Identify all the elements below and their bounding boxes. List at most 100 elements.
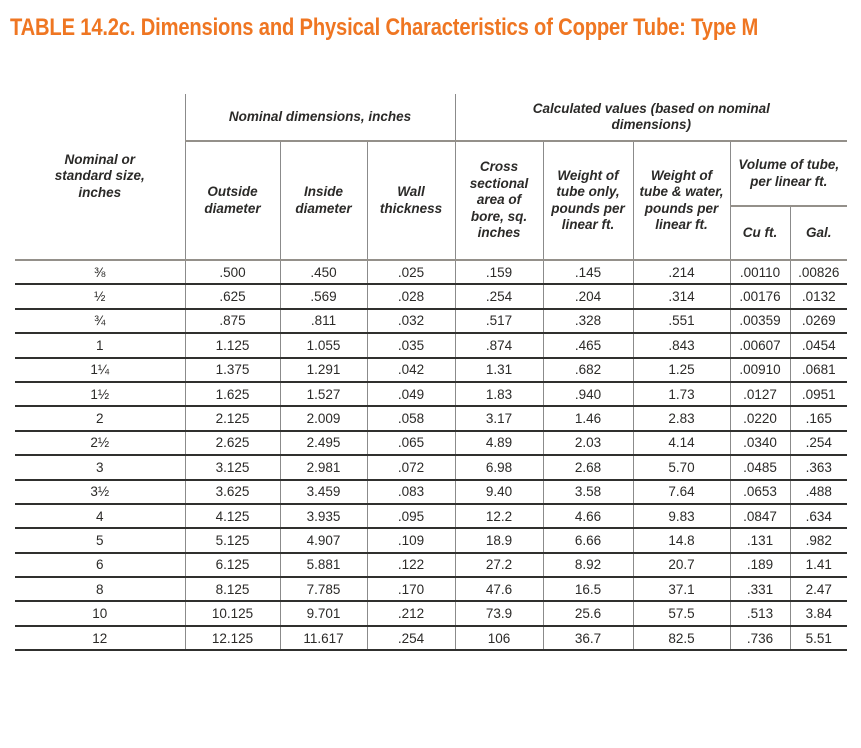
value-cell: 20.7 [633,552,731,579]
value-cell: 36.7 [543,625,634,652]
value-cell: 73.9 [455,601,544,627]
table-row: 8 8.125 7.785.170 47.6 16.5 37.1.331 2.47 [15,577,848,603]
value-cell: .0340 [730,430,791,457]
value-cell: .874 [455,333,544,359]
value-cell: 1.25 [633,357,731,383]
value-cell: 7.785 [280,577,368,603]
header-gal: Gal. [806,224,832,240]
value-cell: 3.935 [280,503,368,530]
value-cell: 3.125 [185,455,281,481]
value-cell: 82.5 [633,625,731,652]
header-outside-diameter: Outside diameter [185,141,281,260]
size-cell: ⅜ [15,258,186,286]
value-cell: .843 [633,333,731,359]
value-cell: 6.125 [185,552,281,579]
header-group-nominal: Nominal dimensions, inches [185,94,456,142]
value-cell: 4.125 [185,503,281,530]
value-cell: 2.83 [633,406,731,432]
table-row: 2½ 2.625 2.495.065 4.89 2.03 4.14.0340.254 [15,430,848,457]
value-cell: 106 [455,625,544,652]
header-size-label: Nominal or standard size, inches [54,151,145,200]
value-cell: 10.125 [185,601,281,627]
value-cell: 2.981 [280,455,368,481]
table-title: TABLE 14.2c. Dimensions and Physical Cha… [10,14,759,41]
table-row: ⅜ .500.450.025.159.145.214.00110.00826 [15,258,848,286]
value-cell: 4.89 [455,430,544,457]
value-cell: .058 [367,406,456,432]
header-cross-sectional-area: Cross sectional area of bore, sq. inches [455,141,544,260]
table-row: 6 6.125 5.881.122 27.2 8.92 20.7.189 1.41 [15,552,848,579]
size-cell: 5 [15,528,186,554]
table-row: 4 4.125 3.935.095 12.2 4.66 9.83.0847.634 [15,503,848,530]
value-cell: 1.527 [280,381,368,408]
value-cell: 37.1 [633,577,731,603]
value-cell: 1.41 [790,552,848,579]
value-cell: .165 [790,406,848,432]
value-cell: .0269 [790,308,848,335]
value-cell: .811 [280,308,368,335]
value-cell: .254 [367,625,456,652]
size-cell: 12 [15,625,186,652]
value-cell: .465 [543,333,634,359]
table-row: 1¼ 1.375 1.291.042 1.31.682 1.25.00910.0681 [15,357,848,383]
value-cell: .083 [367,479,456,505]
table-body: ⅜ .500.450.025.159.145.214.00110.00826 ½ .6… [15,258,848,652]
value-cell: .0220 [730,406,791,432]
value-cell: 11.617 [280,625,368,652]
value-cell: .940 [543,381,634,408]
header-cu-ft: Cu ft. [730,206,791,260]
value-cell: 9.701 [280,601,368,627]
value-cell: .042 [367,357,456,383]
size-cell: 2 [15,406,186,432]
size-cell: 1½ [15,381,186,408]
value-cell: 3.459 [280,479,368,505]
header-group-calculated: Calculated values (based on nominal dime… [455,94,848,142]
value-cell: .159 [455,258,544,286]
header-weight-tube-only: Weight of tube only, pounds per linear f… [543,141,634,260]
value-cell: .035 [367,333,456,359]
header-group-calculated-label: Calculated values (based on nominal dime… [532,100,770,132]
header-weight-tube-water: Weight of tube & water, pounds per linea… [633,141,731,260]
size-cell: 8 [15,577,186,603]
value-cell: 3.17 [455,406,544,432]
value-cell: 12.125 [185,625,281,652]
value-cell: .049 [367,381,456,408]
table-row: ½ .625.569.028.254.204.314.00176.0132 [15,284,848,310]
size-cell: 6 [15,552,186,579]
size-cell: 10 [15,601,186,627]
value-cell: 6.66 [543,528,634,554]
value-cell: 5.881 [280,552,368,579]
copper-tube-table: Nominal or standard size, inches Nominal… [15,94,848,652]
value-cell: 4.14 [633,430,731,457]
value-cell: .072 [367,455,456,481]
value-cell: .212 [367,601,456,627]
value-cell: 27.2 [455,552,544,579]
value-cell: 9.83 [633,503,731,530]
value-cell: 6.98 [455,455,544,481]
value-cell: 8.92 [543,552,634,579]
header-inside-diameter: Inside diameter [280,141,368,260]
value-cell: 5.125 [185,528,281,554]
value-cell: 16.5 [543,577,634,603]
value-cell: .032 [367,308,456,335]
value-cell: .122 [367,552,456,579]
value-cell: .145 [543,258,634,286]
value-cell: 18.9 [455,528,544,554]
value-cell: 2.125 [185,406,281,432]
table-row: 1½ 1.625 1.527.049 1.83.940 1.73.0127.0951 [15,381,848,408]
value-cell: 2.625 [185,430,281,457]
document-page: TABLE 14.2c. Dimensions and Physical Cha… [0,14,861,652]
table-row: ¾ .875.811.032.517.328.551.00359.0269 [15,308,848,335]
value-cell: .0951 [790,381,848,408]
table-row: 1 1.125 1.055.035.874.465.843.00607.0454 [15,333,848,359]
table-row: 12 12.125 11.617.254 106 36.7 82.5.736 5.51 [15,625,848,652]
value-cell: 1.625 [185,381,281,408]
value-cell: 2.47 [790,577,848,603]
value-cell: .682 [543,357,634,383]
value-cell: .0681 [790,357,848,383]
value-cell: 12.2 [455,503,544,530]
value-cell: 1.125 [185,333,281,359]
value-cell: 4.907 [280,528,368,554]
value-cell: .569 [280,284,368,310]
value-cell: .00607 [730,333,791,359]
